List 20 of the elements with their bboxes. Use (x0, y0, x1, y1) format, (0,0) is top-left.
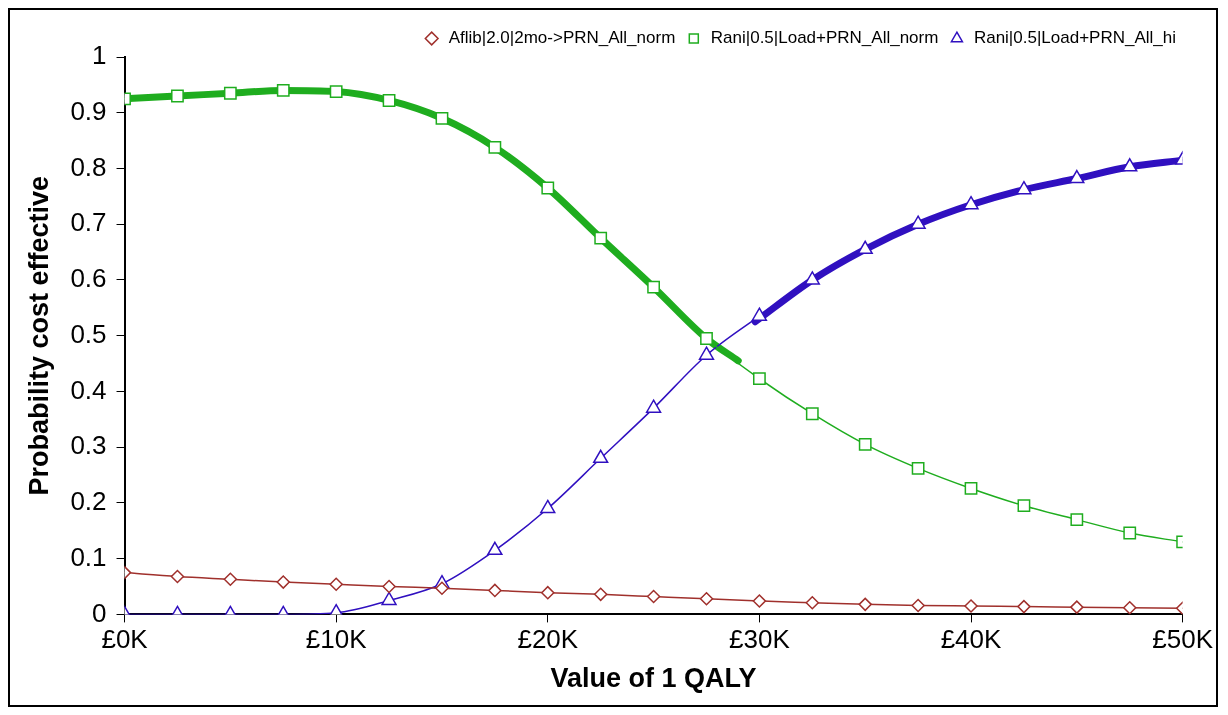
y-tick-label: 0.8 (70, 151, 107, 182)
legend-label: Rani|0.5|Load+PRN_All_hi (973, 28, 1177, 48)
x-tick-label: £40K (940, 624, 1003, 655)
y-tick-label: 0.4 (70, 374, 107, 405)
x-tick-label: £20K (517, 624, 579, 655)
y-tick-label: 0.6 (70, 263, 107, 294)
y-tick-label: 0.1 (70, 541, 107, 572)
x-tick-label: £10K (305, 624, 368, 655)
y-tick-label: 0.9 (70, 95, 107, 126)
x-axis-title: Value of 1 QALY (550, 663, 757, 694)
legend-label: Aflib|2.0|2mo->PRN_All_norm (448, 28, 676, 48)
legend-label: Rani|0.5|Load+PRN_All_norm (710, 28, 939, 48)
y-tick-label: 0.3 (70, 430, 107, 461)
y-tick-label: 1 (92, 40, 107, 71)
y-tick-label: 0.2 (70, 486, 107, 517)
y-tick-label: 0.5 (70, 318, 107, 349)
y-axis-title: Probability cost effective (23, 175, 54, 496)
x-tick-label: £30K (729, 624, 791, 655)
x-tick-label: £50K (1152, 624, 1214, 655)
y-tick-label: 0.7 (70, 207, 107, 238)
